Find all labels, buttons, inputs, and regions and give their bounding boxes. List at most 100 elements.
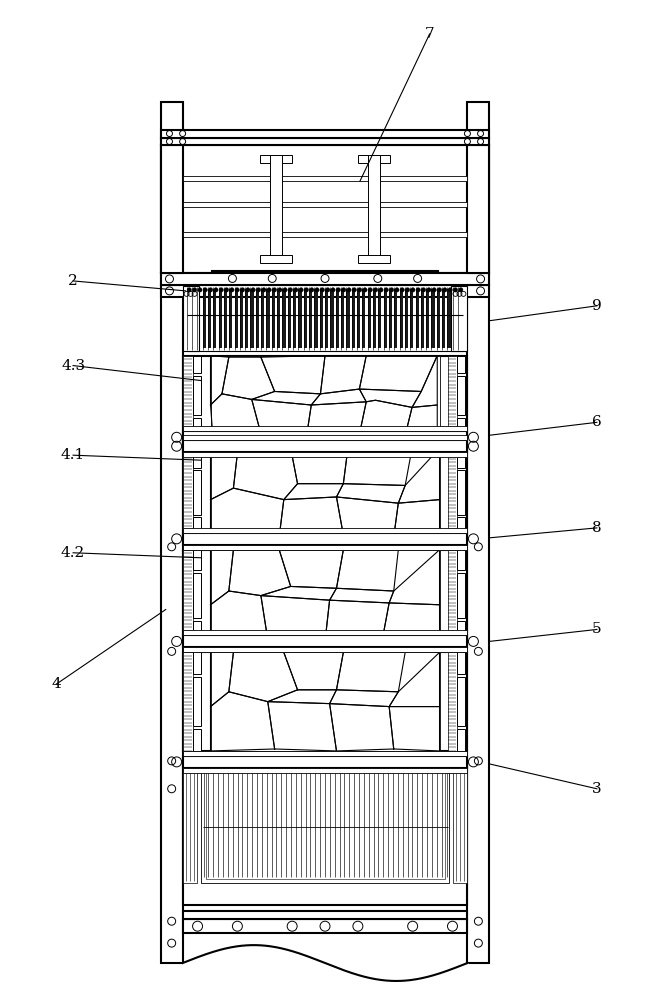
Circle shape	[304, 288, 309, 292]
Circle shape	[358, 288, 362, 292]
Text: 5: 5	[592, 622, 602, 636]
Circle shape	[405, 288, 410, 292]
Circle shape	[214, 288, 218, 292]
Bar	[183, 452, 467, 457]
Bar	[256, 289, 259, 348]
Bar	[314, 289, 317, 348]
Bar	[447, 289, 451, 348]
Bar	[183, 286, 199, 351]
Bar	[272, 289, 275, 348]
Bar	[331, 289, 333, 348]
Circle shape	[187, 288, 191, 292]
Bar	[211, 550, 440, 641]
Circle shape	[310, 288, 314, 292]
Bar	[457, 621, 465, 641]
Bar	[245, 289, 248, 348]
Bar	[405, 289, 408, 348]
Circle shape	[438, 288, 442, 292]
Bar	[161, 102, 183, 963]
Circle shape	[246, 288, 250, 292]
Bar	[183, 647, 467, 652]
Circle shape	[341, 288, 346, 292]
Circle shape	[379, 288, 383, 292]
Bar	[183, 426, 467, 431]
Circle shape	[283, 288, 287, 292]
Bar	[447, 550, 457, 641]
Bar	[213, 289, 216, 348]
Circle shape	[198, 288, 202, 292]
Bar	[183, 356, 467, 435]
Bar	[260, 255, 292, 263]
Bar	[341, 289, 344, 348]
Bar	[304, 289, 307, 348]
Bar	[288, 289, 291, 348]
Bar	[457, 729, 465, 751]
Bar	[183, 635, 467, 647]
Bar	[193, 448, 201, 468]
Bar	[467, 145, 489, 273]
Bar	[193, 729, 201, 751]
Bar	[161, 145, 183, 273]
Bar	[442, 289, 446, 348]
Bar	[389, 289, 392, 348]
Bar	[183, 550, 467, 641]
Bar	[457, 376, 465, 415]
Circle shape	[240, 288, 245, 292]
Bar	[183, 759, 197, 883]
Bar	[447, 652, 457, 751]
Bar	[183, 176, 467, 181]
Bar	[183, 232, 467, 237]
Circle shape	[453, 288, 457, 292]
Circle shape	[261, 288, 266, 292]
Bar	[193, 550, 201, 570]
Bar	[240, 289, 243, 348]
Bar	[183, 756, 467, 768]
Bar	[197, 289, 201, 348]
Bar	[201, 759, 449, 883]
Bar	[352, 289, 355, 348]
Bar	[373, 289, 376, 348]
Bar	[260, 155, 292, 163]
Text: 9: 9	[592, 299, 602, 313]
Circle shape	[374, 288, 378, 292]
Bar	[161, 273, 489, 285]
Circle shape	[299, 288, 303, 292]
Bar	[358, 255, 390, 263]
Bar	[437, 289, 440, 348]
Bar	[187, 286, 463, 351]
Bar	[319, 289, 323, 348]
Bar	[426, 289, 430, 348]
Bar	[183, 528, 467, 533]
Bar	[457, 448, 465, 468]
Bar	[193, 677, 201, 726]
Text: 3: 3	[592, 782, 602, 796]
Bar	[218, 289, 222, 348]
Bar	[267, 289, 270, 348]
Bar	[183, 431, 467, 443]
Circle shape	[368, 288, 372, 292]
Bar	[309, 289, 312, 348]
Bar	[282, 289, 286, 348]
Bar	[368, 289, 371, 348]
Circle shape	[448, 288, 452, 292]
Circle shape	[443, 288, 447, 292]
Bar	[357, 289, 360, 348]
Circle shape	[432, 288, 436, 292]
Circle shape	[278, 288, 282, 292]
Bar	[411, 289, 413, 348]
Bar	[234, 289, 238, 348]
Circle shape	[325, 288, 330, 292]
Bar	[183, 443, 467, 448]
Circle shape	[203, 288, 207, 292]
Bar	[346, 289, 350, 348]
Circle shape	[235, 288, 240, 292]
Circle shape	[224, 288, 229, 292]
Bar	[378, 289, 381, 348]
Circle shape	[219, 288, 223, 292]
Bar	[451, 286, 467, 351]
Bar	[203, 289, 206, 348]
Bar	[183, 919, 467, 933]
Bar	[457, 677, 465, 726]
Bar	[447, 448, 457, 537]
Bar	[183, 652, 193, 751]
